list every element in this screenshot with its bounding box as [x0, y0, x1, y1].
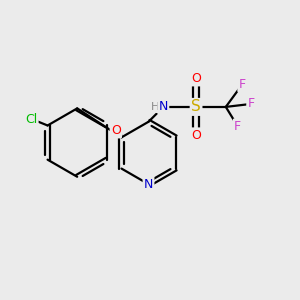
- Text: N: N: [144, 178, 153, 191]
- Text: F: F: [234, 120, 241, 133]
- Text: S: S: [191, 99, 201, 114]
- Text: F: F: [238, 78, 246, 91]
- Text: O: O: [191, 129, 201, 142]
- Text: Cl: Cl: [25, 113, 38, 126]
- Text: F: F: [248, 98, 255, 110]
- Text: O: O: [191, 72, 201, 85]
- Text: O: O: [111, 124, 121, 137]
- Text: N: N: [159, 100, 168, 113]
- Text: H: H: [151, 102, 159, 112]
